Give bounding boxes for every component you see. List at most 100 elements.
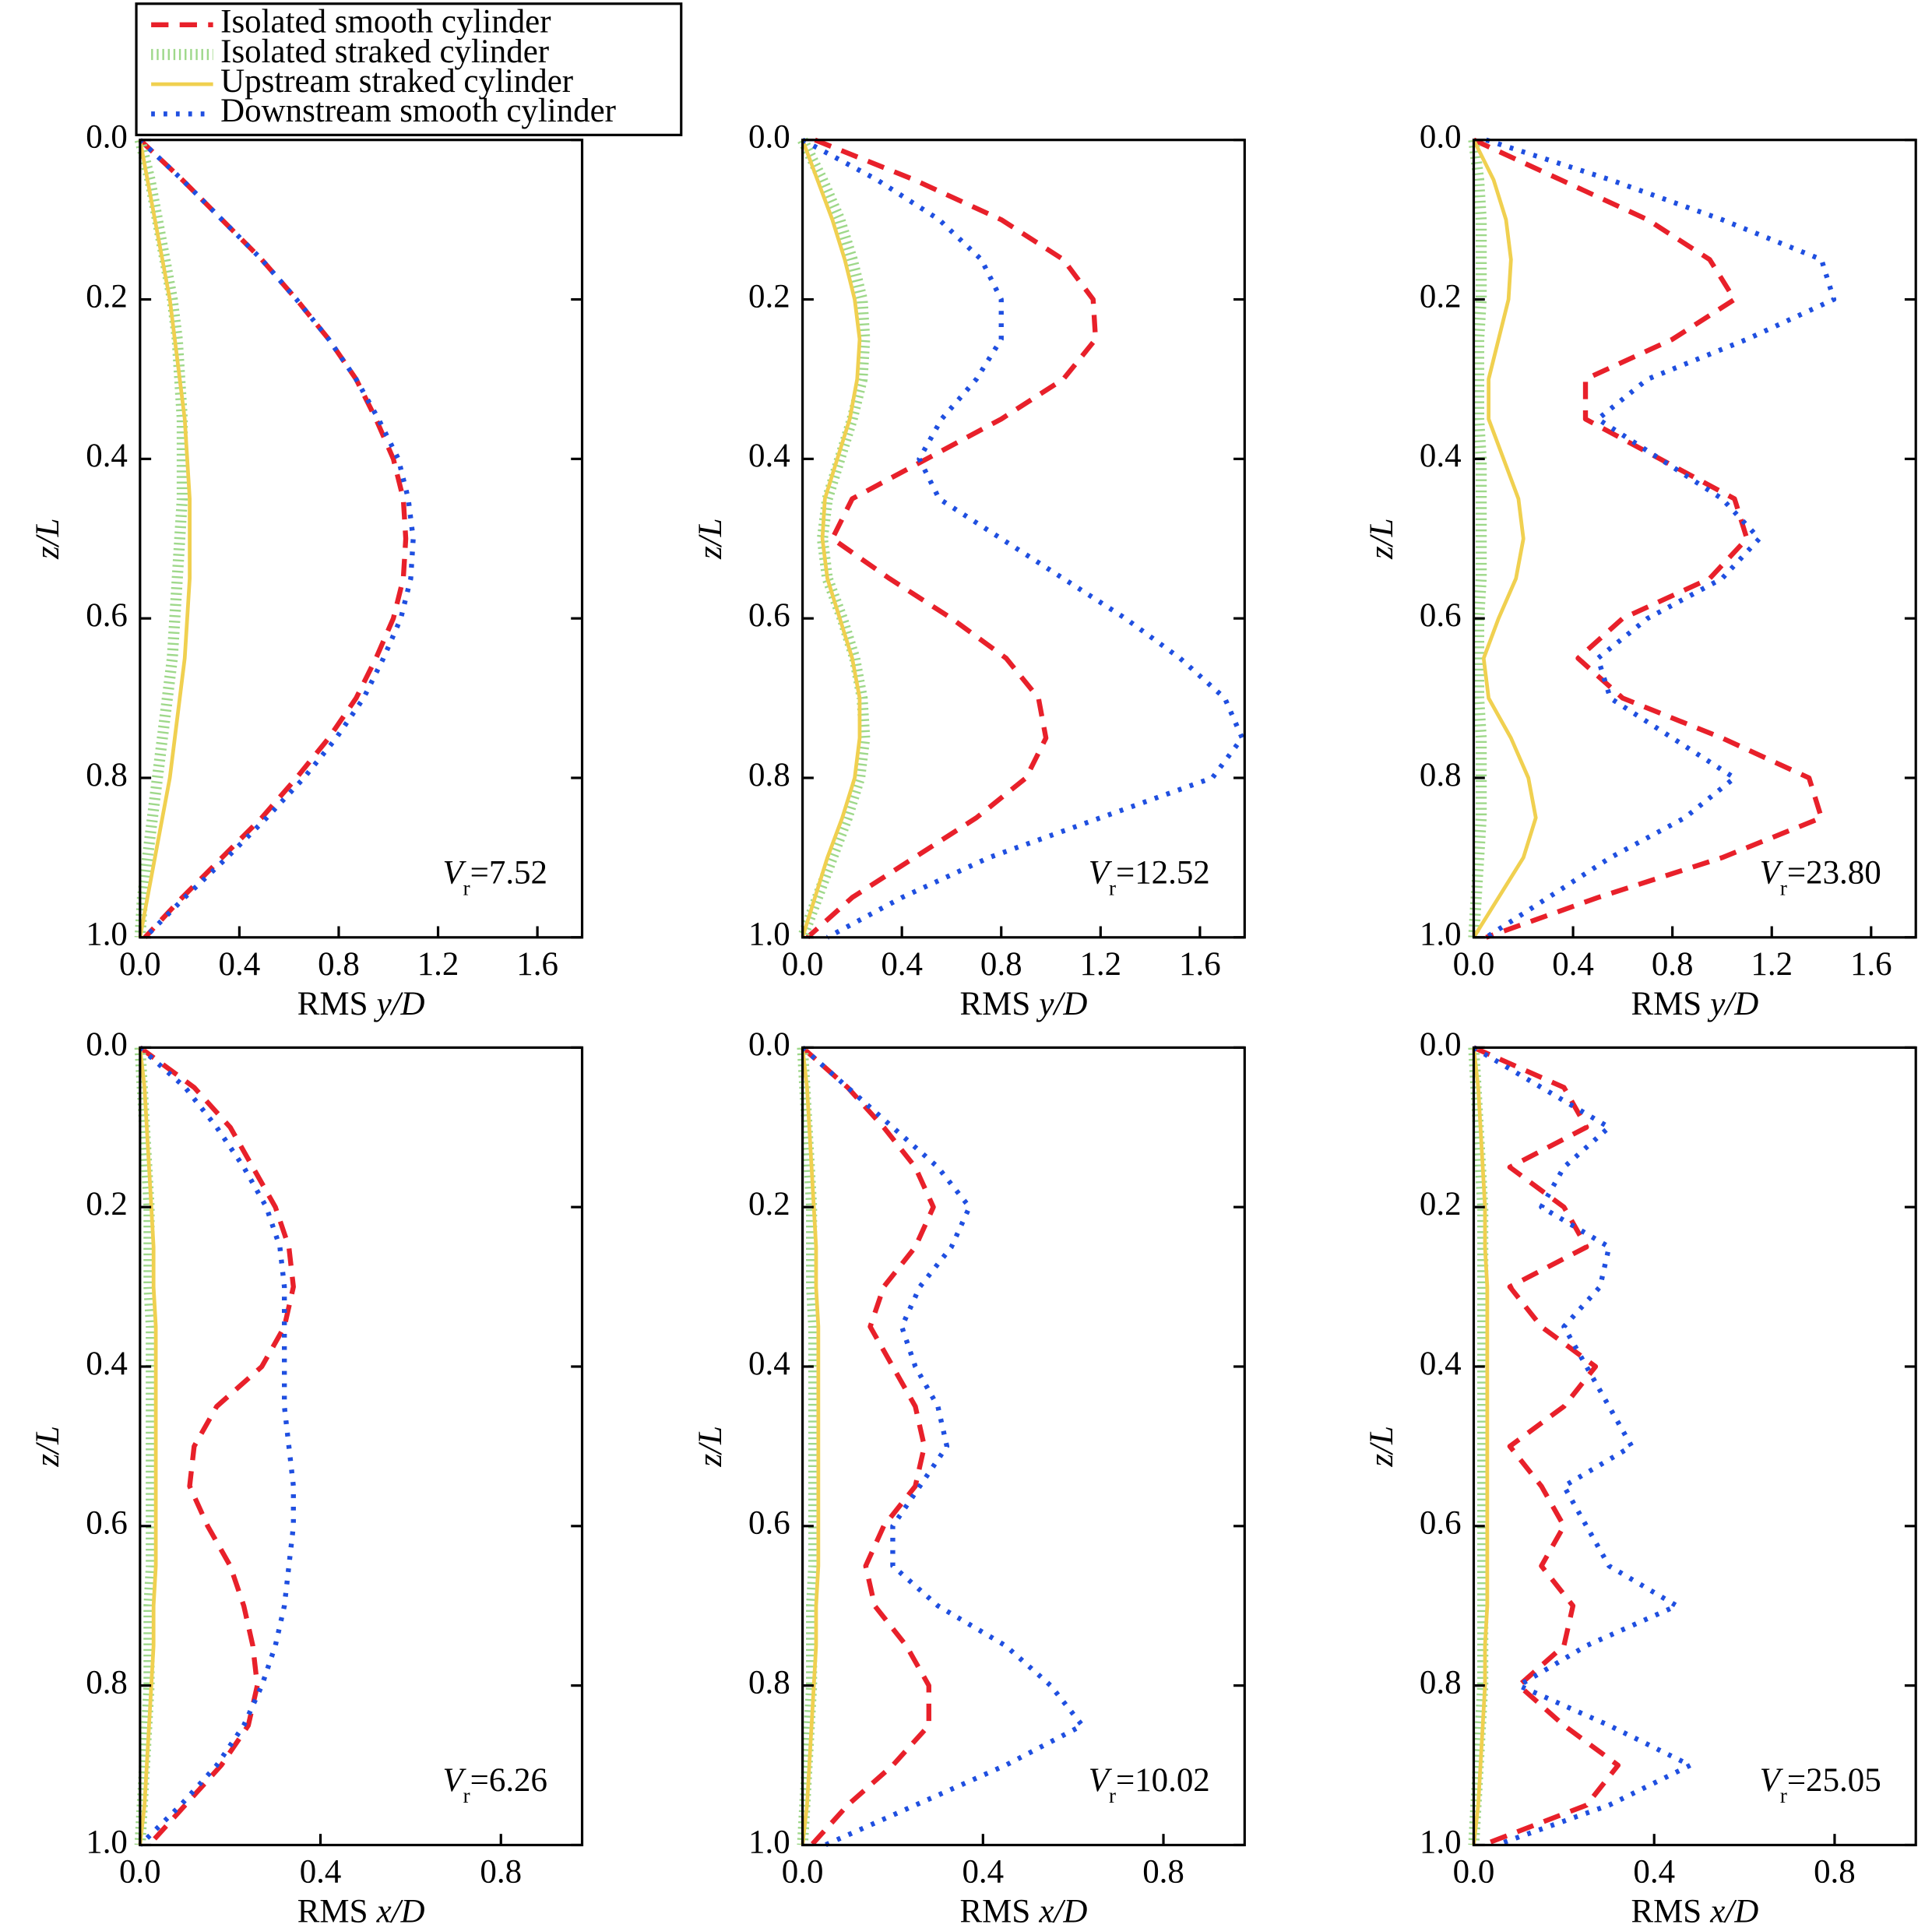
annotation-value: =7.52 [470,854,547,891]
y-tick-label: 1.0 [748,1824,790,1860]
x-tick-label: 0.8 [1652,946,1694,983]
legend-label: Downstream smooth cylinder [220,93,616,129]
x-tick-label: 0.4 [1552,946,1594,983]
annotation: Vr=10.02 [1089,1762,1210,1807]
x-tick-label: 1.6 [516,946,558,983]
y-tick-label: 0.2 [86,278,128,315]
series-line [1473,137,1825,940]
annotation-subscript: r [1780,877,1787,900]
y-tick-label: 0.8 [748,1664,790,1701]
plot-frame [1472,139,1917,939]
series-line [1473,1045,1621,1848]
annotation-subscript: r [1780,1784,1787,1807]
y-tick-label: 0.4 [748,438,790,474]
series-line [138,1045,296,1847]
y-tick-label: 0.8 [86,1664,128,1701]
y-axis-label: z/L [30,519,66,561]
y-tick-label: 0.4 [86,438,128,474]
x-axis-label-text: RMS [1631,986,1701,1022]
series-line [1472,1045,1693,1848]
x-axis-label-var: x/D [1038,1893,1087,1928]
y-tick-label: 0.2 [1420,1186,1462,1223]
y-axis-label: z/L [1364,1426,1400,1468]
y-tick-label: 0.0 [748,119,790,156]
series-line [134,138,188,938]
x-tick-label: 1.2 [1079,946,1121,983]
x-axis-label: RMS x/D [1631,1893,1758,1928]
y-axis-label: z/L [692,1426,729,1467]
series-line [138,139,192,938]
y-axis-label: z/L [30,1426,66,1467]
y-tick-label: 1.0 [1420,917,1462,953]
y-tick-label: 1.0 [86,1824,128,1860]
series-line [138,138,409,939]
x-tick-label: 1.2 [417,946,459,983]
y-tick-label: 0.2 [748,1186,790,1223]
x-tick-label: 0.8 [1814,1853,1856,1890]
y-tick-label: 1.0 [86,917,128,953]
series-line [138,138,416,940]
x-tick-label: 0.8 [980,946,1022,983]
annotation-symbol: V [442,1762,466,1799]
y-tick-label: 0.6 [1420,1505,1462,1542]
x-axis-label-var: x/D [1709,1893,1758,1928]
x-tick-label: 0.4 [881,946,923,983]
plot-frame [801,139,1246,939]
x-tick-label: 0.4 [962,1853,1004,1890]
annotation: Vr=23.80 [1760,854,1881,899]
annotation-symbol: V [1089,1762,1113,1799]
y-tick-label: 0.6 [86,1505,128,1542]
y-tick-label: 0.8 [1420,757,1462,793]
x-tick-label: 0.0 [1453,946,1495,983]
y-axis-label: z/L [1364,519,1400,561]
y-tick-label: 0.6 [1420,597,1462,634]
y-tick-label: 0.0 [748,1026,790,1063]
series-line [801,1047,821,1845]
y-tick-label: 0.0 [1420,119,1462,156]
plot-frame [1472,1046,1917,1847]
x-tick-label: 0.0 [782,946,824,983]
y-axis-label: z/L [692,519,729,561]
x-axis-label: RMS y/D [1631,986,1758,1022]
plot-frame [139,139,584,939]
y-tick-label: 0.6 [86,597,128,634]
x-tick-label: 1.6 [1850,946,1892,983]
x-axis-label-var: y/D [374,986,425,1022]
x-tick-label: 0.0 [782,1853,824,1890]
x-axis-label-text: RMS [297,1893,368,1928]
annotation-value: =6.26 [470,1762,547,1799]
annotation-symbol: V [1760,854,1784,891]
x-axis-label-text: RMS [960,1893,1031,1928]
y-tick-label: 0.6 [748,597,790,634]
y-tick-label: 0.8 [1420,1664,1462,1701]
annotation: Vr=6.26 [442,1762,547,1807]
legend-label: Isolated smooth cylinder [220,4,551,40]
x-tick-label: 0.4 [300,1853,342,1890]
annotation-symbol: V [442,854,466,891]
x-tick-label: 1.6 [1179,946,1221,983]
x-tick-label: 1.2 [1751,946,1793,983]
series-line [1484,137,1837,940]
x-tick-label: 0.8 [480,1853,522,1890]
y-tick-label: 1.0 [748,917,790,953]
x-tick-label: 0.0 [119,1853,161,1890]
annotation-value: =12.52 [1116,854,1210,891]
x-tick-label: 0.0 [1453,1853,1495,1890]
annotation: Vr=25.05 [1760,1762,1881,1807]
y-tick-label: 0.4 [748,1346,790,1382]
x-axis-label-var: y/D [1036,986,1087,1022]
series-line [801,1045,936,1847]
x-axis-label-var: y/D [1707,986,1758,1022]
x-axis-label: RMS y/D [297,986,425,1022]
annotation: Vr=7.52 [442,854,547,899]
x-tick-label: 0.4 [219,946,261,983]
x-tick-label: 0.4 [1633,1853,1675,1890]
annotation-value: =25.05 [1787,1762,1881,1799]
y-tick-label: 0.2 [86,1186,128,1223]
legend-label: Isolated straked cylinder [220,33,549,70]
plot-frame [139,1046,584,1847]
x-axis-label-text: RMS [960,986,1031,1022]
legend-label: Upstream straked cylinder [220,63,573,100]
